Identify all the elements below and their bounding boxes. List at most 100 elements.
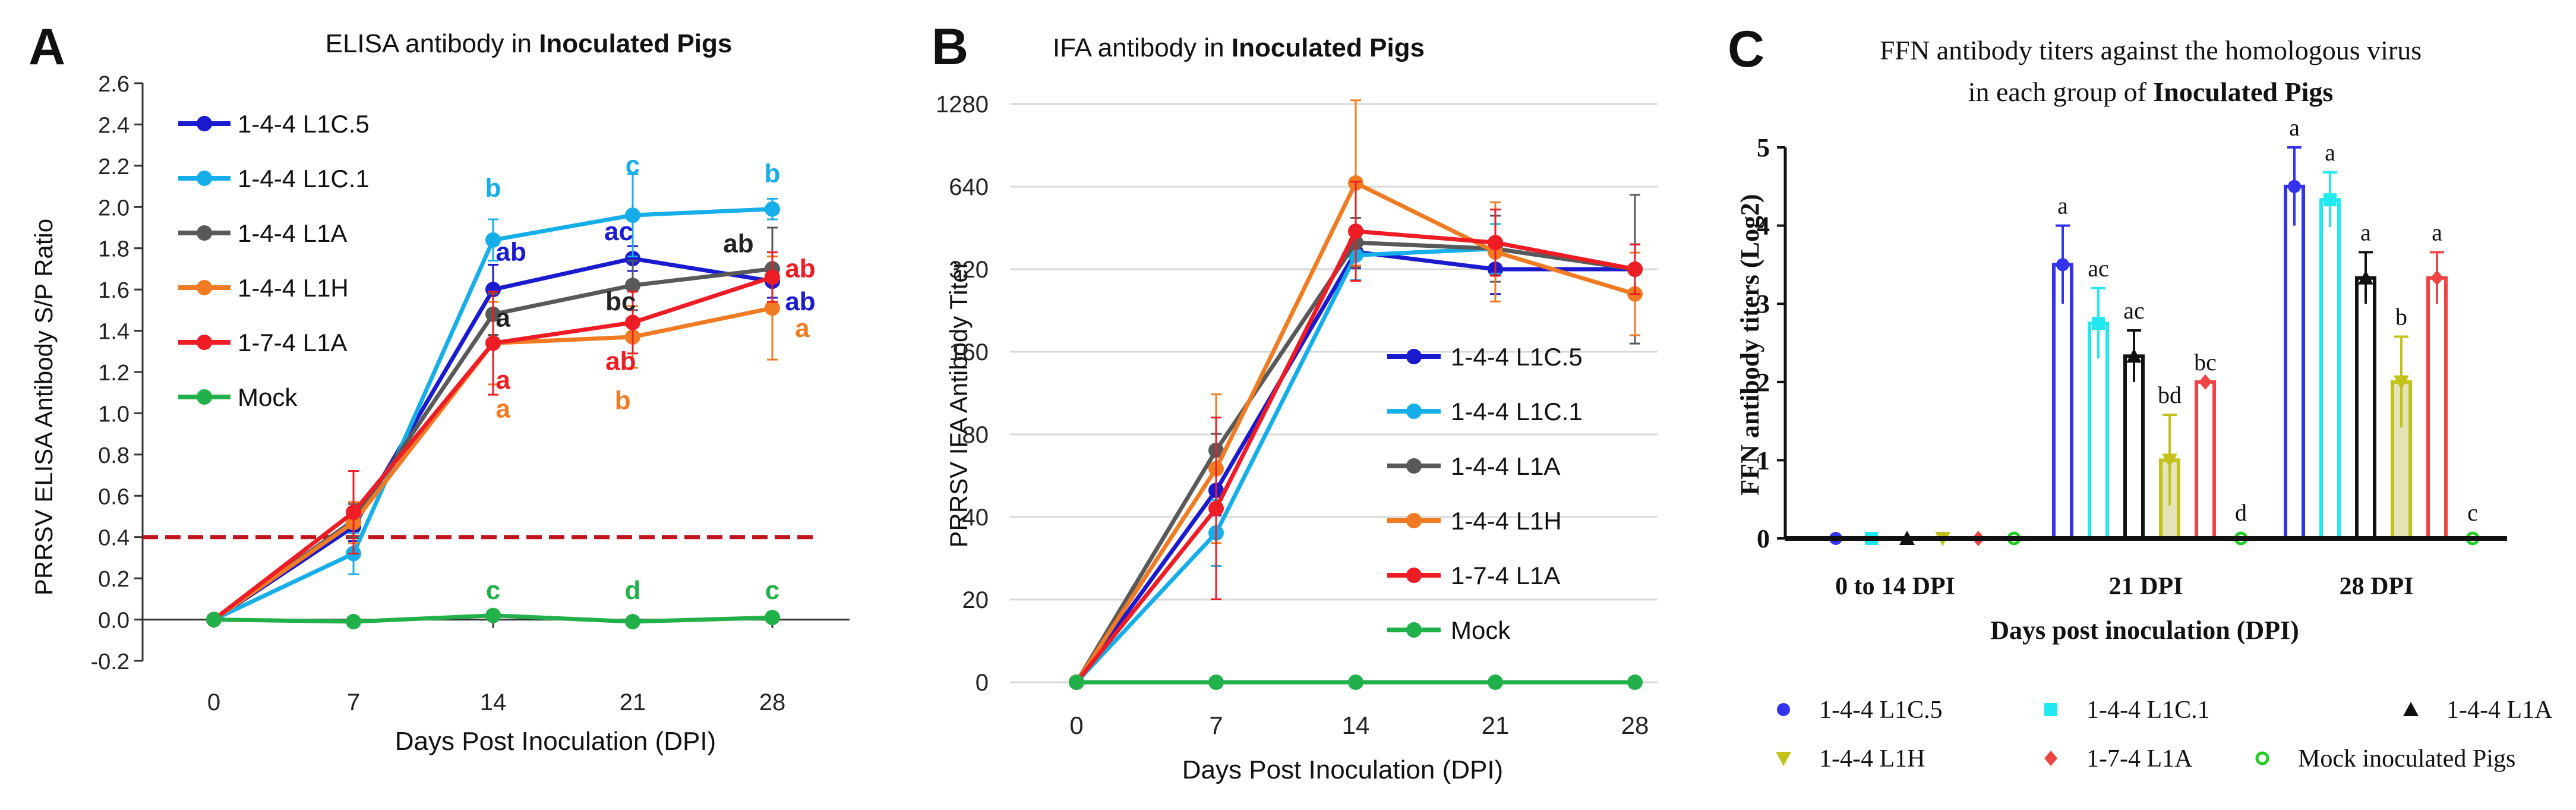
bar — [2355, 276, 2376, 540]
legend-label: Mock — [1451, 616, 1511, 644]
legend-marker — [1406, 622, 1422, 638]
panel-c-y-tick-label: 1 — [1757, 446, 1770, 475]
data-point — [625, 207, 640, 223]
data-point — [1488, 235, 1503, 251]
legend-label: 1-4-4 L1H — [1451, 507, 1562, 535]
panel-c-xlabel: Days post inoculation (DPI) — [1990, 616, 2299, 645]
marker-circle — [2288, 179, 2301, 193]
data-point — [625, 251, 640, 267]
marker-triangle-down — [1776, 752, 1791, 766]
data-point — [1069, 675, 1084, 690]
significance-letter: c — [486, 576, 500, 605]
marker-square — [2092, 317, 2105, 330]
panel-a-y-tick-label: 2.4 — [98, 113, 130, 138]
panel-b-x-tick-label: 7 — [1209, 711, 1223, 739]
significance-letter: a — [496, 394, 511, 423]
marker-triangle-down — [2394, 375, 2409, 390]
legend-marker — [197, 389, 212, 405]
legend-label: 1-4-4 L1A — [2446, 696, 2553, 724]
legend-marker — [1406, 458, 1422, 474]
significance-letter: c — [2467, 499, 2478, 526]
significance-letter: bc — [2194, 349, 2217, 376]
panel-b-y-tick-label: 320 — [949, 257, 989, 283]
data-point — [346, 614, 361, 630]
panel-a-y-tick-label: 2.2 — [98, 155, 130, 179]
legend-label: 1-4-4 L1C.5 — [1451, 343, 1583, 371]
series-1-4-4-l1h: bd b — [1935, 303, 2412, 546]
bar — [2319, 198, 2341, 540]
legend-label: 1-7-4 L1A — [1451, 562, 1560, 590]
significance-letter: a — [496, 304, 511, 333]
panel-c-title-line1: FFN antibody titers against the homologo… — [1880, 35, 2422, 65]
panel-b-x-tick-label: 14 — [1342, 711, 1370, 739]
panel-a-y-tick-label: 1.4 — [98, 320, 130, 345]
panel-a-title: ELISA antibody in Inoculated Pigs — [326, 29, 733, 58]
panel-a-y-tick-label: 2.0 — [98, 196, 130, 220]
panel-b-y-tick-label: 1280 — [936, 92, 989, 118]
series-1-7-4-l1a — [206, 251, 780, 628]
significance-letter: a — [795, 314, 810, 343]
panel-b-x-tick-label: 28 — [1621, 711, 1649, 739]
panel-a-y-tick-label: 0.0 — [98, 609, 130, 633]
panel-b-xlabel: Days Post Inoculation (DPI) — [1182, 755, 1503, 784]
panel-c-y-tick-label: 4 — [1757, 212, 1770, 241]
data-point — [765, 610, 780, 626]
significance-letter: a — [2325, 139, 2335, 166]
data-point — [1488, 675, 1503, 690]
significance-letter: ab — [496, 238, 526, 267]
panel-a-x-tick-label: 7 — [347, 689, 360, 716]
legend-marker — [197, 225, 212, 241]
panel-b-y-tick-label: 20 — [962, 587, 989, 613]
panel-b: B IFA antibody in Inoculated Pigs Days P… — [932, 18, 1658, 784]
panel-a-y-tick-label: 1.8 — [98, 237, 130, 262]
panel-a-ylabel: PRRSV ELISA Antibody S/P Ratio — [30, 219, 58, 595]
panel-c-y-tick-label: 0 — [1757, 524, 1770, 553]
data-point — [1348, 223, 1363, 239]
significance-letter: d — [2235, 499, 2247, 526]
panel-c-category-label: 28 DPI — [2340, 573, 2414, 600]
panel-b-letter: B — [932, 18, 968, 75]
data-point — [1348, 675, 1363, 690]
data-point — [625, 314, 640, 330]
legend-marker — [197, 280, 212, 295]
legend-marker — [1406, 513, 1422, 528]
significance-letter: a — [2360, 219, 2371, 245]
panel-c-category-label: 21 DPI — [2109, 573, 2183, 600]
panel-b-y-tick-label: 0 — [976, 670, 989, 696]
data-point — [1627, 675, 1643, 690]
significance-letter: bd — [2158, 382, 2182, 408]
data-point — [765, 269, 780, 285]
panel-b-y-tick-label: 40 — [962, 505, 989, 531]
series-1-4-4-l1a: ac a — [1899, 219, 2376, 545]
legend-label: Mock inoculated Pigs — [2298, 745, 2515, 773]
series-1-4-4-l1c-5: aa — [1829, 114, 2305, 545]
panel-b-ylabel: PRRSV IFA Antibody Titer — [945, 260, 973, 547]
significance-letter: a — [2057, 193, 2068, 219]
marker-triangle — [2126, 348, 2142, 363]
panel-b-legend: 1-4-4 L1C.5 1-4-4 L1C.1 1-4-4 L1A 1-4-4 L1H… — [1387, 343, 1583, 644]
significance-letter: a — [2432, 219, 2442, 245]
panel-c-letter: C — [1728, 21, 1764, 78]
marker-diamond — [2199, 374, 2212, 390]
legend-label: 1-7-4 L1A — [2086, 745, 2193, 773]
marker-open-circle — [2255, 751, 2269, 765]
panel-a-x-tick-label: 21 — [620, 689, 646, 716]
legend-marker — [1406, 568, 1422, 583]
significance-letter: b — [615, 386, 631, 415]
panel-c: C FFN antibody titers against the homolo… — [1728, 21, 2553, 773]
marker-triangle — [2403, 702, 2419, 716]
bar — [2284, 184, 2305, 540]
marker-circle — [2056, 258, 2069, 272]
legend-label: 1-4-4 L1C.5 — [238, 110, 370, 138]
panel-c-category-label: 0 to 14 DPI — [1835, 573, 1955, 600]
significance-letter: b — [765, 159, 781, 188]
bar — [2123, 354, 2145, 540]
marker-circle — [1777, 703, 1790, 716]
series-1-4-4-l1c-1: ac a — [1865, 139, 2341, 545]
significance-letter: c — [626, 151, 640, 180]
marker-square — [2324, 193, 2337, 207]
panel-a-y-tick-label: 2.6 — [98, 72, 130, 97]
legend-label: 1-4-4 L1C.1 — [2086, 696, 2210, 724]
data-point — [1627, 261, 1643, 277]
